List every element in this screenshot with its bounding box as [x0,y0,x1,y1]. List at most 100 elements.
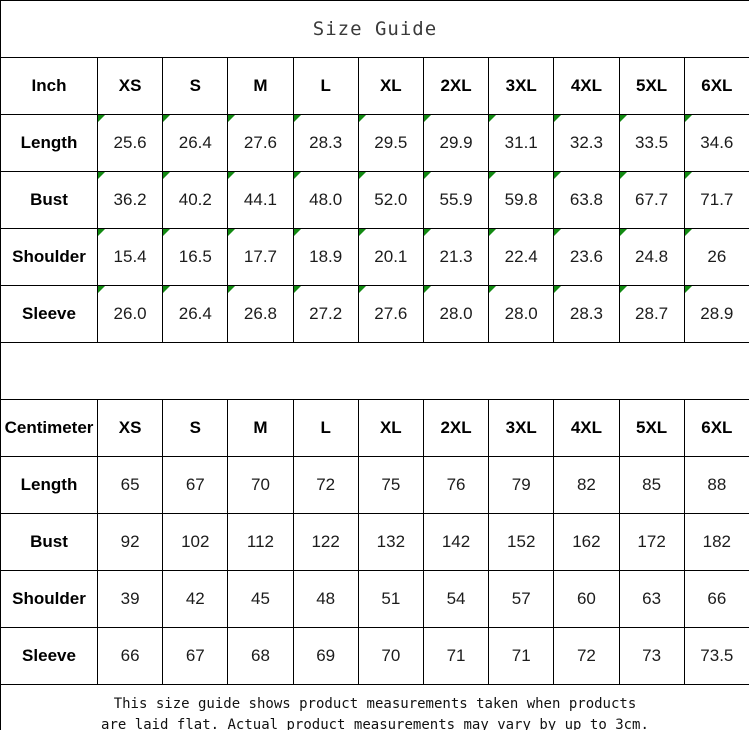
size-header-s: S [162,399,229,457]
measurement-label-shoulder: Shoulder [0,228,98,286]
size-header-5xl: 5XL [618,399,685,457]
cell-bust-xs: 36.2 [96,171,164,229]
cell-bust-3xl: 59.8 [488,171,555,229]
cell-sleeve-2xl: 71 [422,627,490,685]
cell-shoulder-l: 18.9 [292,228,359,286]
cell-length-m: 70 [227,456,294,514]
size-header-5xl: 5XL [618,57,685,115]
cell-sleeve-6xl: 28.9 [683,285,749,343]
cell-bust-xl: 132 [357,513,424,571]
cell-bust-l: 122 [292,513,359,571]
cell-shoulder-3xl: 22.4 [488,228,555,286]
size-header-xl: XL [357,399,424,457]
cell-shoulder-s: 16.5 [162,228,229,286]
cell-bust-3xl: 152 [488,513,555,571]
cell-bust-6xl: 182 [683,513,749,571]
cell-bust-2xl: 55.9 [422,171,490,229]
cell-sleeve-4xl: 72 [553,627,620,685]
table-row: Length 65 67 70 72 75 76 79 82 85 88 [0,456,749,514]
cell-length-4xl: 82 [553,456,620,514]
cell-shoulder-3xl: 57 [488,570,555,628]
cell-length-xs: 65 [96,456,164,514]
note-line-1: This size guide shows product measuremen… [113,696,637,712]
cell-length-4xl: 32.3 [553,114,620,172]
cell-bust-5xl: 172 [618,513,685,571]
cell-length-6xl: 88 [683,456,749,514]
cell-shoulder-s: 42 [162,570,229,628]
cell-length-2xl: 76 [422,456,490,514]
size-header-m: M [227,399,294,457]
cell-sleeve-2xl: 28.0 [422,285,490,343]
cell-bust-5xl: 67.7 [618,171,685,229]
measurement-label-length: Length [0,114,98,172]
unit-header-centimeter: Centimeter [0,399,98,457]
size-header-6xl: 6XL [683,399,749,457]
cell-sleeve-l: 69 [292,627,359,685]
size-header-2xl: 2XL [422,399,490,457]
cell-sleeve-m: 26.8 [227,285,294,343]
cell-shoulder-5xl: 24.8 [618,228,685,286]
measurement-label-length: Length [0,456,98,514]
cell-length-xs: 25.6 [96,114,164,172]
cell-shoulder-xs: 15.4 [96,228,164,286]
table-row: Sleeve 26.0 26.4 26.8 27.2 27.6 28.0 28.0 28.3 28… [0,285,749,343]
note-line-2: are laid flat. Actual product measuremen… [101,717,649,730]
size-guide-note: This size guide shows product measuremen… [0,684,749,730]
cell-sleeve-4xl: 28.3 [553,285,620,343]
size-header-4xl: 4XL [553,57,620,115]
size-header-s: S [162,57,229,115]
cell-shoulder-4xl: 23.6 [553,228,620,286]
cell-bust-m: 44.1 [227,171,294,229]
cell-bust-l: 48.0 [292,171,359,229]
cell-shoulder-xl: 20.1 [357,228,424,286]
cell-bust-xs: 92 [96,513,164,571]
cell-length-6xl: 34.6 [683,114,749,172]
unit-header-inch: Inch [0,57,98,115]
cell-length-l: 72 [292,456,359,514]
cell-length-3xl: 79 [488,456,555,514]
size-header-6xl: 6XL [683,57,749,115]
spacer-cell [0,342,749,400]
cell-shoulder-5xl: 63 [618,570,685,628]
table-row: Bust 92 102 112 122 132 142 152 162 172 182 [0,513,749,571]
cell-length-xl: 29.5 [357,114,424,172]
cell-bust-m: 112 [227,513,294,571]
table-row: Shoulder 15.4 16.5 17.7 18.9 20.1 21.3 22.4 23.6… [0,228,749,286]
cell-bust-6xl: 71.7 [683,171,749,229]
cell-shoulder-xs: 39 [96,570,164,628]
cell-sleeve-xs: 26.0 [96,285,164,343]
cell-shoulder-6xl: 66 [683,570,749,628]
size-header-l: L [292,399,359,457]
cell-sleeve-m: 68 [227,627,294,685]
table-header-row: Inch XS S M L XL 2XL 3XL 4XL 5XL 6XL [0,57,749,115]
cell-shoulder-6xl: 26 [683,228,749,286]
cell-shoulder-m: 45 [227,570,294,628]
cell-length-5xl: 33.5 [618,114,685,172]
cell-sleeve-5xl: 73 [618,627,685,685]
size-header-2xl: 2XL [422,57,490,115]
cell-length-2xl: 29.9 [422,114,490,172]
size-header-m: M [227,57,294,115]
cell-length-3xl: 31.1 [488,114,555,172]
cell-bust-2xl: 142 [422,513,490,571]
cell-sleeve-s: 26.4 [162,285,229,343]
cell-shoulder-xl: 51 [357,570,424,628]
cell-length-xl: 75 [357,456,424,514]
cell-bust-s: 102 [162,513,229,571]
cell-length-5xl: 85 [618,456,685,514]
cell-bust-s: 40.2 [162,171,229,229]
table-row: Sleeve 66 67 68 69 70 71 71 72 73 73.5 [0,627,749,685]
cell-sleeve-5xl: 28.7 [618,285,685,343]
table-row: Shoulder 39 42 45 48 51 54 57 60 63 66 [0,570,749,628]
measurement-label-shoulder: Shoulder [0,570,98,628]
size-header-xs: XS [96,399,164,457]
cell-shoulder-l: 48 [292,570,359,628]
measurement-label-bust: Bust [0,171,98,229]
cell-shoulder-m: 17.7 [227,228,294,286]
measurement-label-sleeve: Sleeve [0,627,98,685]
note-row: This size guide shows product measuremen… [0,684,749,730]
cell-bust-xl: 52.0 [357,171,424,229]
table-row: Length 25.6 26.4 27.6 28.3 29.5 29.9 31.1 32.3 33… [0,114,749,172]
